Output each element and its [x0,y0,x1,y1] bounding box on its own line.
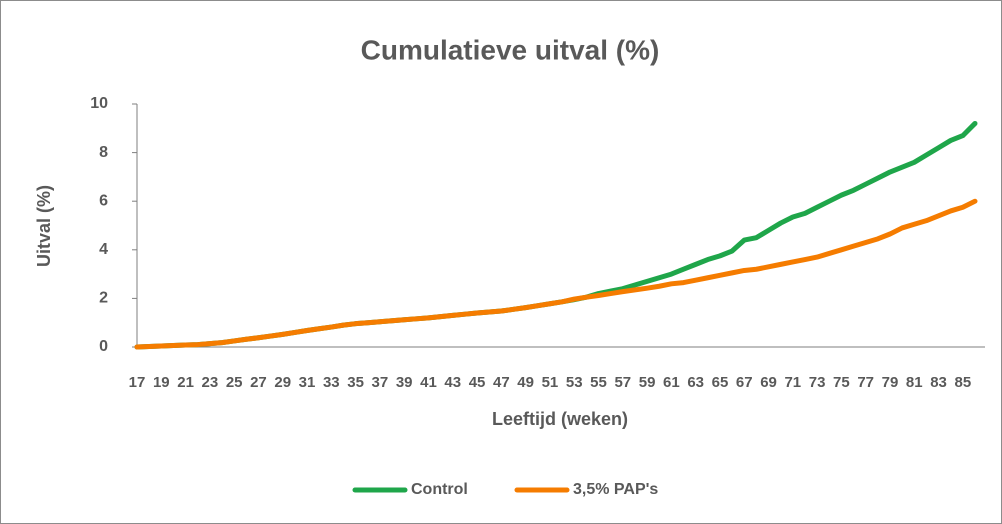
y-tick-label: 8 [99,144,108,161]
y-tick-label: 10 [90,95,108,112]
y-tick-label: 6 [99,192,108,209]
x-tick-label: 33 [323,374,340,391]
x-tick-label: 51 [542,374,559,391]
x-tick-label: 81 [906,374,923,391]
x-tick-label: 23 [202,374,219,391]
x-tick-label: 75 [833,374,850,391]
x-tick-label: 21 [177,374,194,391]
x-tick-label: 71 [784,374,801,391]
x-tick-label: 31 [299,374,316,391]
x-tick-label: 85 [955,374,972,391]
x-tick-label: 27 [250,374,267,391]
x-tick-label: 17 [129,374,146,391]
x-tick-label: 53 [566,374,583,391]
x-tick-label: 63 [687,374,704,391]
x-tick-label: 37 [372,374,389,391]
x-tick-label: 73 [809,374,826,391]
x-tick-label: 67 [736,374,753,391]
x-tick-label: 41 [420,374,437,391]
x-tick-label: 29 [274,374,291,391]
x-tick-label: 69 [760,374,777,391]
x-tick-label: 77 [857,374,874,391]
y-tick-label: 2 [99,290,108,307]
legend-label: 3,5% PAP's [573,481,658,498]
x-tick-label: 43 [444,374,461,391]
chart-title: Cumulatieve uitval (%) [361,34,660,65]
x-tick-label: 19 [153,374,170,391]
x-tick-label: 25 [226,374,243,391]
line-series [134,198,978,350]
y-tick-label: 4 [99,241,108,258]
x-tick-label: 39 [396,374,413,391]
x-tick-label: 79 [882,374,899,391]
x-tick-label: 83 [930,374,947,391]
x-tick-label: 65 [712,374,729,391]
x-tick-label: 49 [517,374,534,391]
x-tick-label: 59 [639,374,656,391]
x-axis-title: Leeftijd (weken) [492,409,628,429]
x-tick-label: 57 [614,374,631,391]
x-tick-label: 47 [493,374,510,391]
legend-label: Control [411,481,468,498]
y-tick-label: 0 [99,338,108,355]
y-axis-title: Uitval (%) [34,185,54,267]
x-tick-label: 61 [663,374,680,391]
x-tick-label: 35 [347,374,364,391]
x-tick-label: 45 [469,374,486,391]
x-tick-label: 55 [590,374,607,391]
